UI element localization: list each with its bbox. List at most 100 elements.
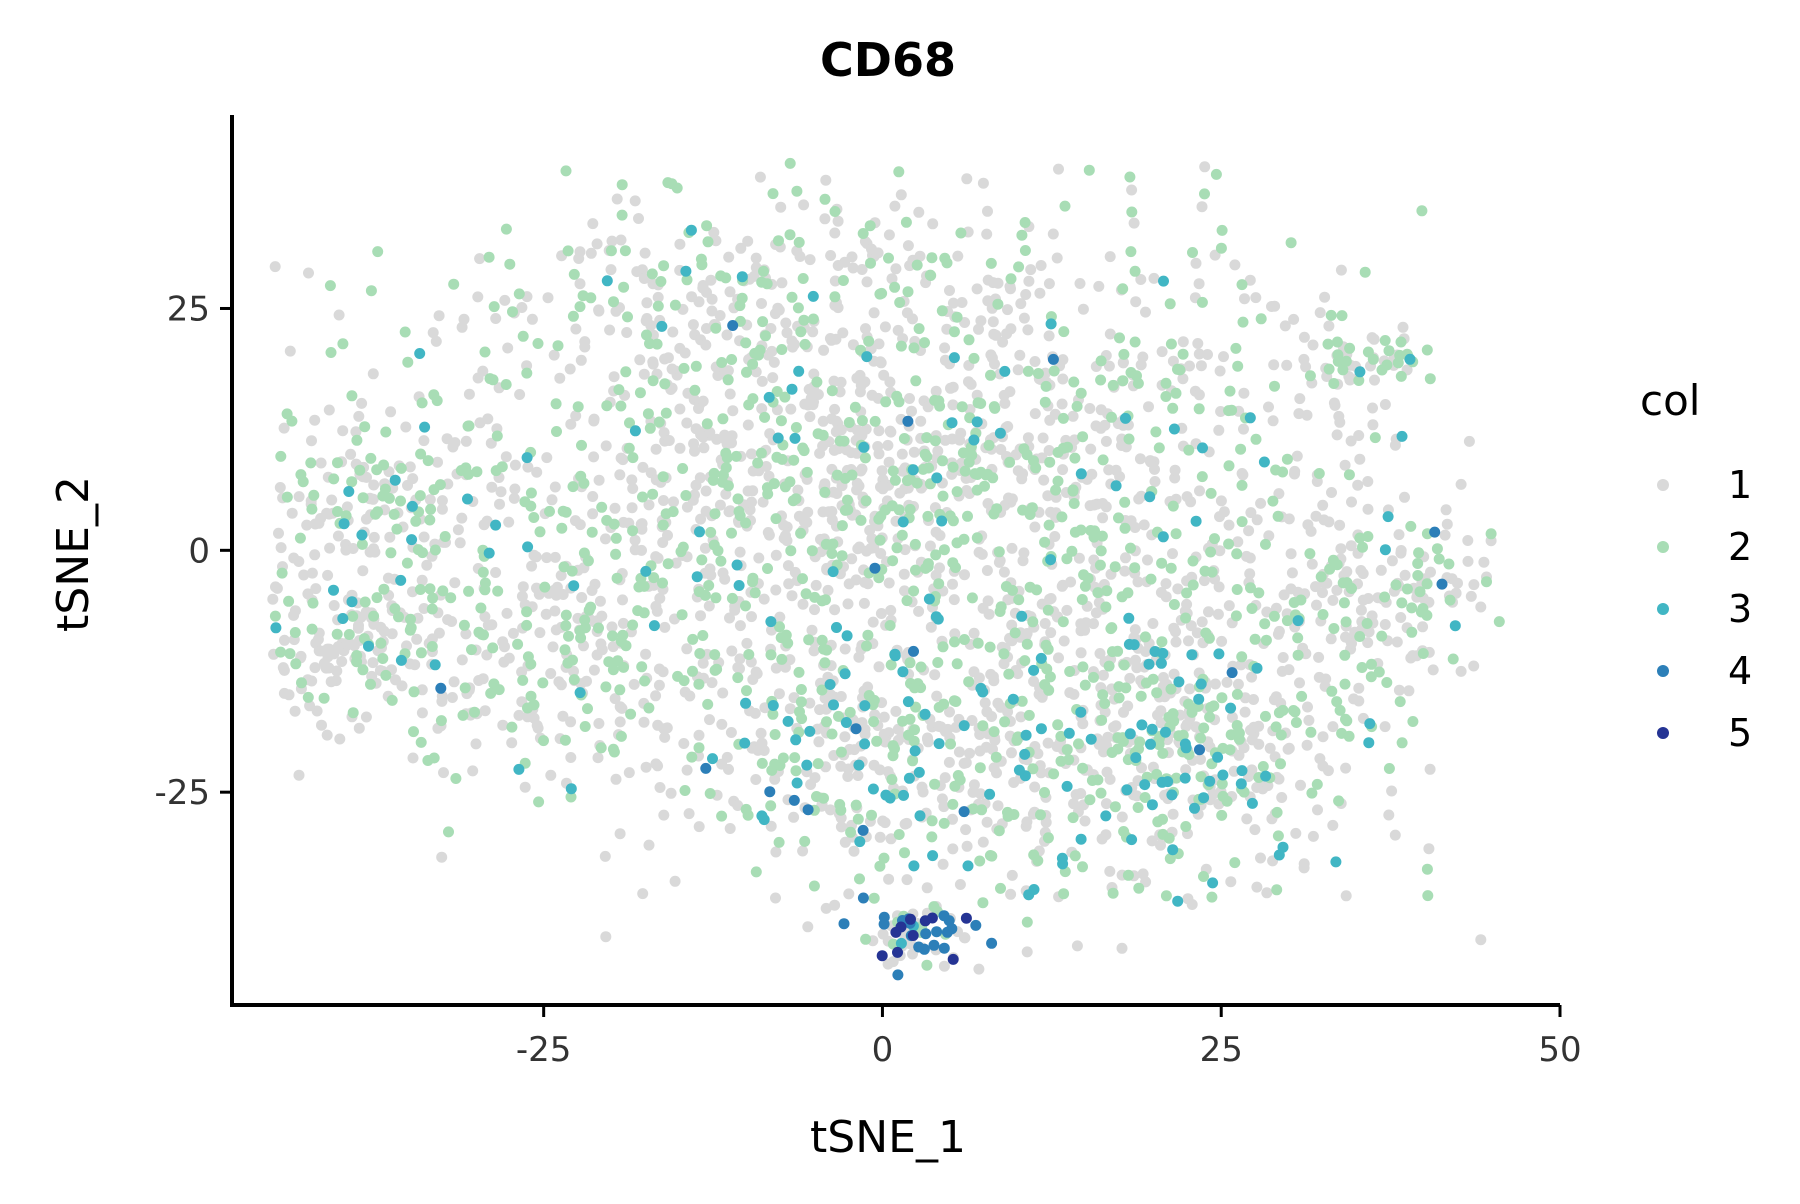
- scatter-point: [1058, 326, 1070, 338]
- scatter-point: [1037, 432, 1049, 444]
- scatter-point: [521, 619, 533, 631]
- scatter-point: [1328, 623, 1340, 634]
- scatter-point: [1112, 732, 1124, 744]
- scatter-point: [947, 399, 959, 411]
- scatter-point: [780, 317, 792, 329]
- scatter-point: [708, 539, 720, 551]
- scatter-point: [532, 338, 544, 349]
- scatter-point: [883, 456, 895, 468]
- scatter-point: [780, 530, 791, 542]
- scatter-point: [981, 816, 993, 828]
- scatter-point: [1404, 353, 1416, 365]
- scatter-point: [1001, 328, 1013, 340]
- scatter-point: [591, 649, 603, 661]
- scatter-point: [684, 690, 696, 702]
- scatter-point: [909, 745, 921, 757]
- scatter-point: [1179, 772, 1191, 784]
- scatter-point: [921, 451, 933, 463]
- scatter-point: [1045, 506, 1057, 518]
- scatter-point: [1048, 768, 1060, 780]
- scatter-point: [875, 481, 886, 493]
- scatter-point: [704, 788, 716, 799]
- scatter-point: [321, 729, 333, 741]
- scatter-point: [1243, 525, 1255, 537]
- scatter-point: [531, 466, 543, 478]
- scatter-point: [1286, 567, 1298, 579]
- scatter-point: [648, 579, 660, 591]
- scatter-point: [706, 677, 718, 689]
- scatter-point: [522, 541, 534, 553]
- scatter-point: [1120, 412, 1131, 424]
- scatter-point: [653, 663, 665, 675]
- scatter-point: [1341, 715, 1353, 727]
- scatter-point: [481, 515, 493, 527]
- scatter-point: [1169, 464, 1181, 476]
- scatter-point: [1092, 587, 1104, 599]
- scatter-point: [921, 432, 933, 444]
- scatter-point: [1193, 403, 1205, 415]
- scatter-point: [517, 330, 529, 342]
- scatter-point: [1328, 378, 1340, 389]
- scatter-point: [1061, 553, 1073, 565]
- scatter-point: [763, 391, 775, 403]
- scatter-point: [1157, 647, 1169, 659]
- scatter-point: [445, 592, 457, 604]
- scatter-point: [724, 823, 736, 834]
- legend-entry: 2: [1657, 525, 1752, 569]
- scatter-point: [1323, 516, 1335, 528]
- scatter-point: [1340, 762, 1352, 774]
- legend-swatch: [1657, 479, 1669, 491]
- scatter-point: [839, 731, 851, 743]
- scatter-point: [306, 623, 318, 635]
- scatter-point: [861, 276, 873, 288]
- scatter-point: [1196, 471, 1208, 483]
- scatter-point: [1339, 678, 1351, 690]
- scatter-point: [797, 273, 809, 284]
- scatter-point: [307, 597, 319, 609]
- scatter-point: [346, 596, 358, 608]
- scatter-point: [389, 603, 401, 615]
- scatter-point: [846, 553, 858, 565]
- scatter-point: [678, 675, 690, 687]
- scatter-point: [723, 251, 735, 263]
- scatter-point: [1088, 671, 1099, 683]
- scatter-point: [790, 734, 802, 746]
- scatter-point: [1149, 476, 1161, 487]
- scatter-point: [615, 730, 627, 742]
- scatter-point: [1238, 423, 1249, 435]
- scatter-point: [579, 614, 591, 626]
- scatter-point: [306, 503, 318, 515]
- scatter-point: [1180, 764, 1192, 776]
- scatter-point: [306, 435, 317, 447]
- y-axis-label: tSNE_2: [48, 476, 99, 632]
- scatter-point: [944, 510, 956, 522]
- scatter-point: [679, 347, 691, 359]
- scatter-point: [896, 448, 908, 460]
- scatter-point: [1104, 773, 1116, 785]
- scatter-point: [977, 177, 989, 189]
- scatter-point: [947, 578, 958, 590]
- scatter-point: [946, 417, 958, 429]
- scatter-point: [921, 882, 933, 894]
- scatter-point: [804, 254, 816, 266]
- scatter-point: [1317, 609, 1329, 620]
- scatter-point: [454, 537, 466, 549]
- scatter-point: [989, 402, 1001, 414]
- scatter-point: [1386, 555, 1398, 567]
- scatter-point: [1172, 895, 1184, 907]
- scatter-point: [1195, 732, 1207, 744]
- scatter-point: [1283, 513, 1295, 525]
- scatter-point: [723, 506, 735, 518]
- y-tick-label: -25: [154, 773, 210, 813]
- scatter-point: [1353, 682, 1365, 694]
- scatter-point: [377, 653, 389, 664]
- scatter-point: [415, 647, 427, 659]
- legend-label: 5: [1728, 711, 1752, 755]
- scatter-point: [614, 716, 626, 728]
- scatter-point: [1270, 721, 1282, 733]
- scatter-point: [979, 697, 991, 709]
- scatter-point: [1053, 652, 1064, 664]
- scatter-point: [550, 398, 562, 410]
- scatter-point: [1324, 563, 1336, 575]
